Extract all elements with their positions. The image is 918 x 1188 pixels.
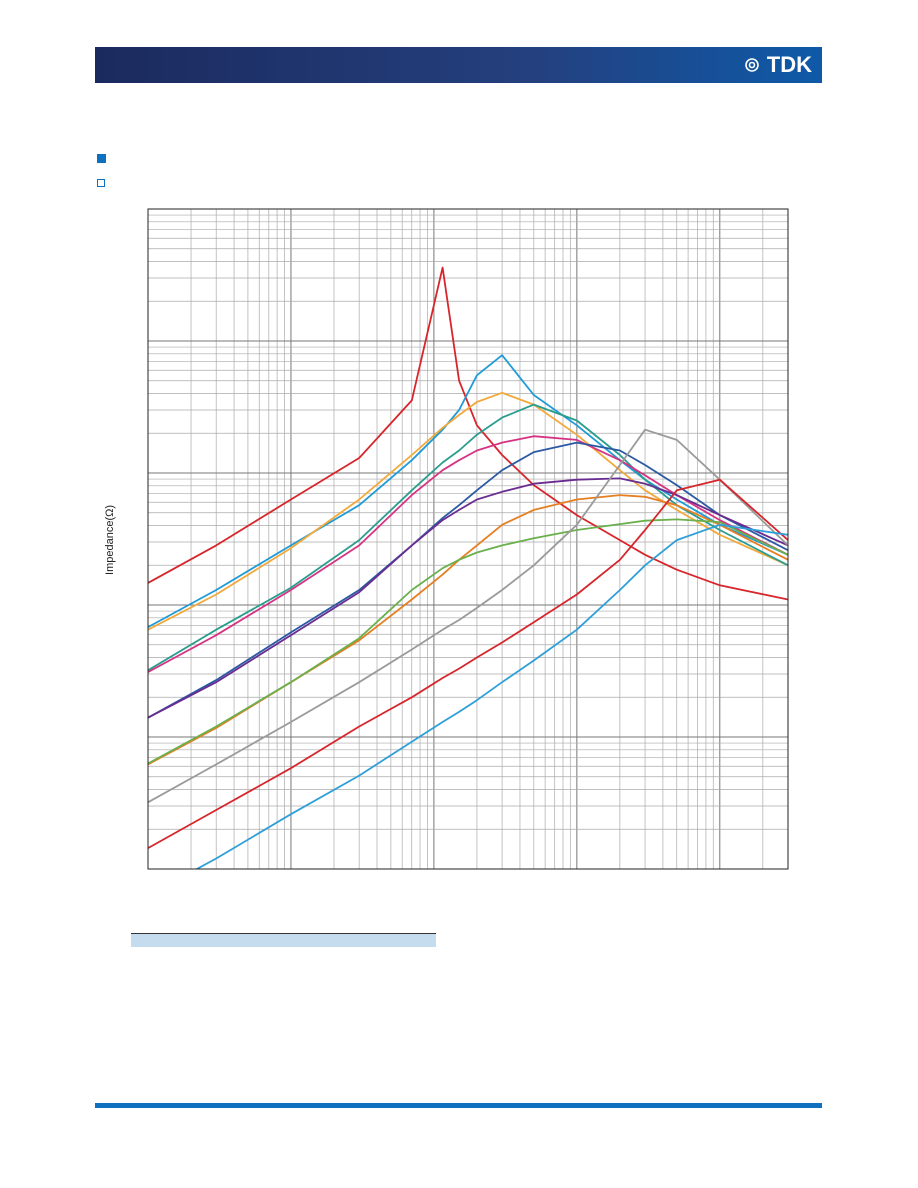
- impedance-curve: [148, 441, 788, 719]
- grid: [148, 209, 788, 869]
- header-bar: [95, 47, 822, 83]
- impedance-curve: [148, 428, 788, 804]
- impedance-curve: [148, 477, 788, 719]
- logo-mark: [745, 58, 759, 72]
- impedance-curve: [148, 354, 788, 628]
- plot-frame: [147, 208, 789, 870]
- impedance-curve: [148, 435, 788, 673]
- table-header: [131, 933, 436, 947]
- curves: [148, 266, 788, 869]
- impedance-curve: [148, 403, 788, 672]
- y-axis-label: Impedance(Ω): [104, 505, 116, 575]
- bullet-filled: [97, 154, 106, 163]
- impedance-curve: [148, 518, 788, 765]
- impedance-curve: [194, 523, 788, 869]
- impedance-curve: [148, 478, 788, 849]
- bullet-outline: [97, 179, 105, 187]
- impedance-curve: [148, 266, 788, 601]
- footer-bar: [95, 1103, 822, 1108]
- logo: TDK: [767, 52, 812, 77]
